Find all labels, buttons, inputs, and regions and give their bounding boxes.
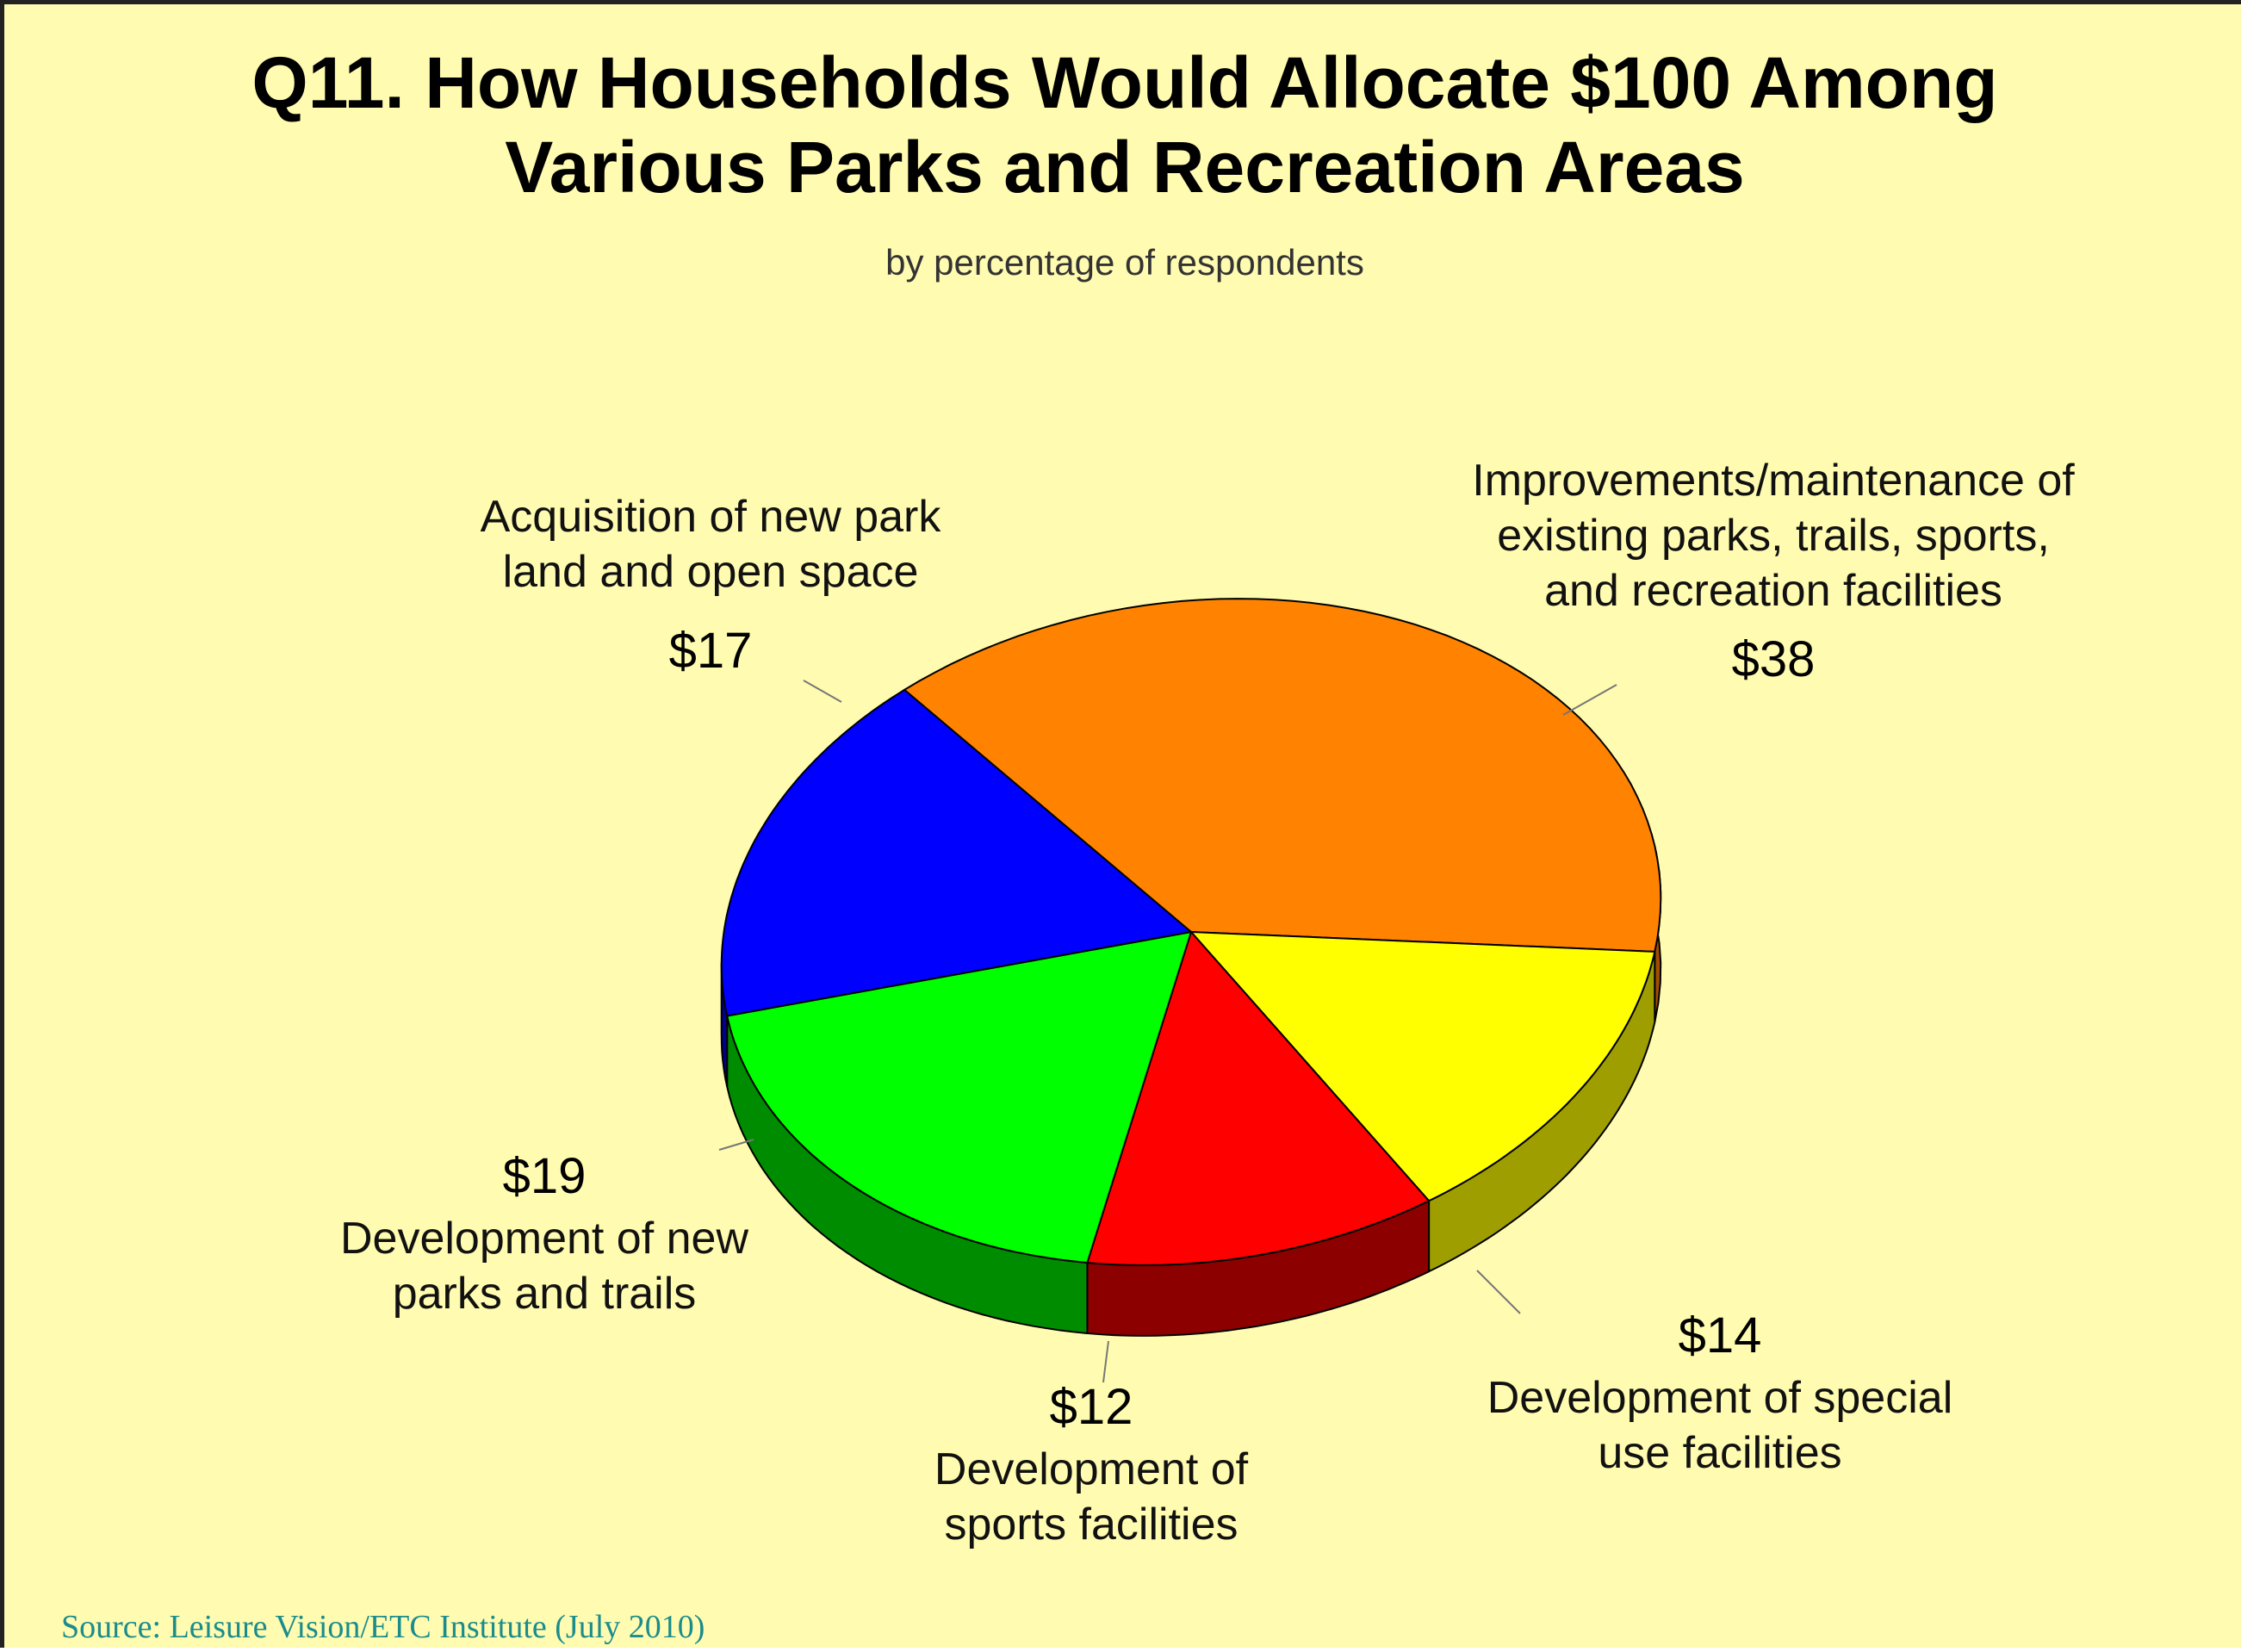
slice-value-label-0: $38 xyxy=(1732,631,1816,687)
slice-value-label-4: $17 xyxy=(669,623,753,679)
slice-category-label-3-1: parks and trails xyxy=(393,1269,697,1319)
slice-category-label-2-0: Development of xyxy=(934,1444,1249,1494)
chart-title-line-2: Various Parks and Recreation Areas xyxy=(505,127,1745,208)
pie-slices xyxy=(720,598,1662,1266)
leader-line-2 xyxy=(1102,1340,1109,1383)
slice-category-label-1-1: use facilities xyxy=(1598,1428,1841,1478)
chart-title: Q11. How Households Would Allocate $100 … xyxy=(4,40,2241,209)
slice-category-label-4-0: Acquisition of new park xyxy=(481,492,942,542)
chart-subtitle: by percentage of respondents xyxy=(885,242,1364,283)
pie-slice-2 xyxy=(1086,930,1431,1266)
slice-category-label-1-0: Development of special xyxy=(1487,1373,1953,1423)
leader-line-0 xyxy=(1562,684,1617,716)
pie-slice-3 xyxy=(725,930,1193,1264)
slice-category-label-0-0: Improvements/maintenance of xyxy=(1472,456,2075,506)
leader-line-4 xyxy=(803,680,842,703)
source-note: Source: Leisure Vision/ETC Institute (Ju… xyxy=(61,1609,705,1645)
chart-title-line-1: Q11. How Households Would Allocate $100 … xyxy=(251,42,1998,123)
slice-category-label-0-2: and recreation facilities xyxy=(1544,566,2002,616)
slice-value-label-3: $19 xyxy=(503,1148,587,1204)
slice-value-label-1: $14 xyxy=(1679,1307,1762,1363)
pie-slice-0 xyxy=(903,598,1662,953)
leader-line-3 xyxy=(718,1139,754,1151)
leader-line-1 xyxy=(1476,1270,1521,1314)
slice-category-label-2-1: sports facilities xyxy=(945,1500,1238,1550)
slice-value-label-2: $12 xyxy=(1050,1379,1133,1435)
pie-slice-1 xyxy=(1189,930,1656,1202)
slice-category-label-3-0: Development of new xyxy=(340,1214,748,1264)
slice-category-label-0-1: existing parks, trails, sports, xyxy=(1497,511,2050,561)
pie-slice-4 xyxy=(720,688,1194,1017)
slice-category-label-4-1: land and open space xyxy=(503,547,919,597)
